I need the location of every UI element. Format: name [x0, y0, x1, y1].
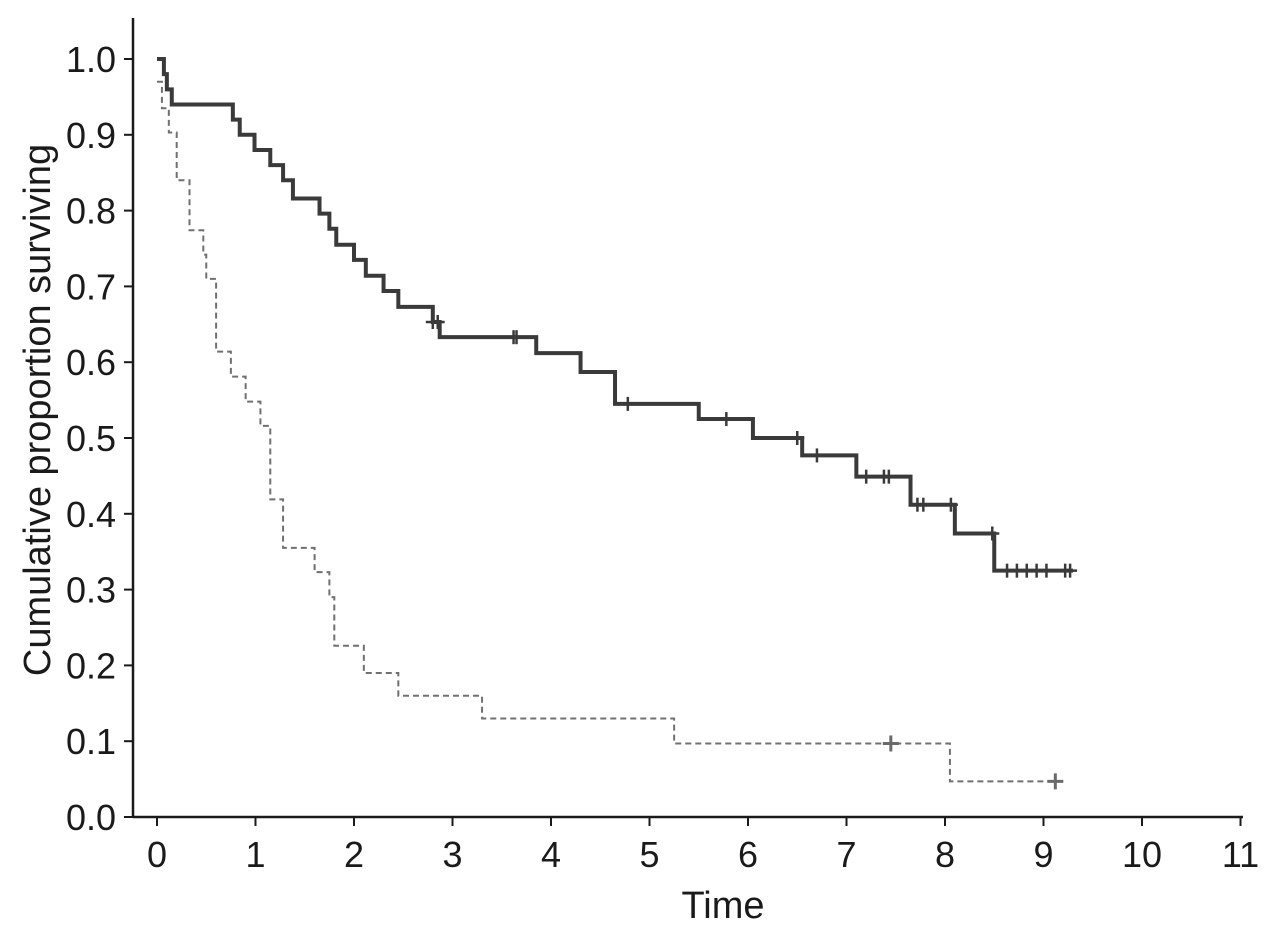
- censor-mark: [620, 396, 635, 411]
- x-tick-label: 4: [541, 834, 561, 875]
- x-tick-label: 9: [1033, 834, 1053, 875]
- x-tick-label: 5: [639, 834, 659, 875]
- y-tick-label: 1.0: [66, 39, 116, 80]
- censor-mark: [809, 448, 824, 463]
- y-tick-label: 0.0: [66, 797, 116, 838]
- axes: [131, 18, 1243, 819]
- survival-curve-solid: [157, 57, 1074, 573]
- x-tick-label: 0: [147, 834, 167, 875]
- series-layer: [157, 57, 1078, 790]
- censor-mark: [1047, 773, 1064, 790]
- y-tick-label: 0.2: [66, 645, 116, 686]
- censor-mark: [790, 431, 805, 445]
- y-tick-label: 0.3: [66, 570, 116, 611]
- x-tick-label: 6: [738, 834, 758, 875]
- censor-mark: [1039, 563, 1054, 578]
- y-tick-label: 0.7: [66, 266, 116, 307]
- y-tick-label: 0.4: [66, 494, 116, 535]
- censor-mark: [943, 497, 958, 512]
- censor-mark: [719, 412, 734, 427]
- censor-mark: [859, 469, 874, 484]
- censor-mark: [985, 526, 1000, 541]
- x-tick-label: 2: [344, 834, 364, 875]
- x-tick-label: 3: [442, 834, 462, 875]
- censor-mark: [1063, 563, 1078, 578]
- censor-mark: [882, 735, 899, 752]
- x-ticks: 0 1 2 3 4 5 6 7 8 9 10 11: [147, 817, 1259, 875]
- y-tick-label: 0.9: [66, 115, 116, 156]
- y-tick-label: 0.6: [66, 342, 116, 383]
- x-tick-label: 7: [836, 834, 856, 875]
- censor-mark: [430, 315, 445, 330]
- survival-curve-dashed: [157, 80, 1059, 783]
- censor-mark: [881, 469, 896, 484]
- censor-mark: [509, 330, 524, 345]
- y-tick-label: 0.8: [66, 191, 116, 232]
- y-axis-title: Cumulative proportion surviving: [17, 144, 59, 676]
- y-ticks: 0.0 0.1 0.2 0.3 0.4 0.5 0.6 0.7 0.8 0.9 1.0: [66, 39, 133, 838]
- x-tick-label: 10: [1122, 834, 1162, 875]
- censor-mark: [916, 497, 931, 512]
- x-tick-label: 1: [245, 834, 265, 875]
- x-tick-label: 8: [935, 834, 955, 875]
- y-tick-label: 0.1: [66, 721, 116, 762]
- x-axis-title: Time: [681, 885, 764, 927]
- x-tick-label: 11: [1222, 834, 1259, 875]
- y-tick-label: 0.5: [66, 418, 116, 459]
